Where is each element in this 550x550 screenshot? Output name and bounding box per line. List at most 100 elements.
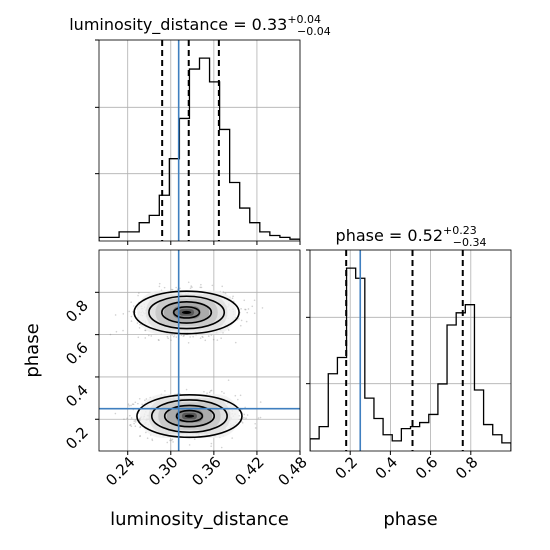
sample-point [150, 335, 153, 337]
sample-point [139, 426, 141, 429]
sample-point [115, 330, 118, 333]
sample-point [130, 425, 133, 428]
sample-point [177, 456, 179, 458]
sample-point [200, 283, 202, 286]
sample-point [151, 439, 154, 442]
contour-line [148, 295, 226, 330]
contour-line [150, 399, 228, 434]
sample-point [164, 390, 166, 392]
sample-point [169, 439, 171, 442]
x-axis-label-phase: phase [383, 509, 437, 530]
contour-line [175, 409, 204, 423]
sample-point [151, 438, 153, 440]
sample-point [180, 334, 183, 336]
x-tick-label: 0.48 [274, 453, 310, 489]
sample-point [129, 423, 132, 426]
sample-point [239, 394, 242, 397]
sample-point [199, 337, 202, 339]
sample-point [216, 339, 219, 341]
x-tick-label: 0.4 [372, 453, 402, 483]
sample-point [173, 333, 176, 336]
sample-point [192, 335, 194, 338]
sample-point [244, 308, 247, 311]
sample-point [259, 416, 262, 419]
sample-point [114, 314, 117, 316]
sample-point [206, 392, 208, 395]
sample-point [251, 305, 254, 308]
sample-point [223, 392, 225, 395]
sample-point [133, 422, 135, 425]
sample-point [138, 327, 141, 329]
sample-point [152, 459, 154, 461]
sample-point [243, 299, 246, 302]
sample-point [179, 287, 181, 290]
contour-line [172, 306, 201, 319]
sample-point [244, 308, 246, 311]
sample-point [171, 288, 174, 291]
sample-point [261, 307, 264, 309]
sample-point [203, 390, 205, 393]
sample-point [182, 335, 185, 337]
sample-point [144, 399, 146, 402]
sample-point [245, 417, 247, 419]
sample-point [210, 445, 212, 447]
joint-density-panel [95, 249, 301, 461]
x-tick-label: 0.30 [145, 453, 181, 489]
sample-point [231, 297, 234, 300]
sample-point [157, 339, 160, 341]
sample-point [131, 403, 134, 406]
sample-point [227, 379, 230, 381]
x-tick-label: 0.6 [412, 453, 442, 483]
sample-point [220, 337, 222, 340]
sample-point [130, 320, 133, 322]
sample-point [129, 424, 131, 426]
sample-point [232, 295, 234, 298]
sample-point [210, 334, 213, 336]
sample-point [253, 312, 256, 315]
sample-point [189, 287, 192, 289]
sample-point [128, 404, 130, 407]
sample-point [175, 286, 177, 289]
sample-point [221, 285, 224, 288]
sample-point [132, 403, 135, 406]
y-tick-label: 0.2 [62, 423, 92, 453]
sample-point [175, 336, 178, 338]
y-axis-label-phase: phase [22, 323, 43, 377]
tick-and-axis-labels: 0.24 0.30 0.36 0.42 0.48 0.2 0.4 0.6 0.8 0.2 0.4 0.… [22, 13, 486, 530]
x-tick-label: 0.24 [102, 453, 138, 489]
histogram-step [99, 57, 300, 241]
sample-point [146, 437, 149, 439]
contour-line [136, 394, 243, 439]
sample-point [234, 341, 237, 344]
y-tick-label: 0.4 [62, 381, 92, 411]
panel-frame [98, 39, 301, 242]
sample-point [139, 425, 142, 428]
sample-point [129, 414, 131, 417]
phase-histogram-panel [306, 249, 512, 455]
sample-point [210, 389, 213, 392]
sample-point [172, 441, 174, 443]
sample-point [134, 421, 137, 423]
sample-point [166, 441, 169, 444]
sample-point [147, 334, 150, 337]
sample-point [130, 315, 133, 318]
sample-point [188, 444, 191, 446]
sample-point [141, 403, 143, 406]
sample-point [191, 286, 193, 289]
sample-point [211, 284, 214, 287]
contour-line [133, 290, 240, 335]
sample-point [166, 335, 169, 338]
sample-point [123, 418, 125, 420]
contour-line [163, 404, 216, 428]
sample-point [171, 438, 174, 441]
sample-point [163, 286, 166, 289]
sample-point [240, 319, 243, 322]
sample-point [130, 417, 133, 419]
sample-point [109, 333, 112, 336]
sample-point [208, 391, 211, 394]
sample-point [137, 402, 139, 405]
sample-point [247, 308, 250, 310]
sample-point [139, 435, 141, 437]
sample-point [127, 403, 130, 405]
